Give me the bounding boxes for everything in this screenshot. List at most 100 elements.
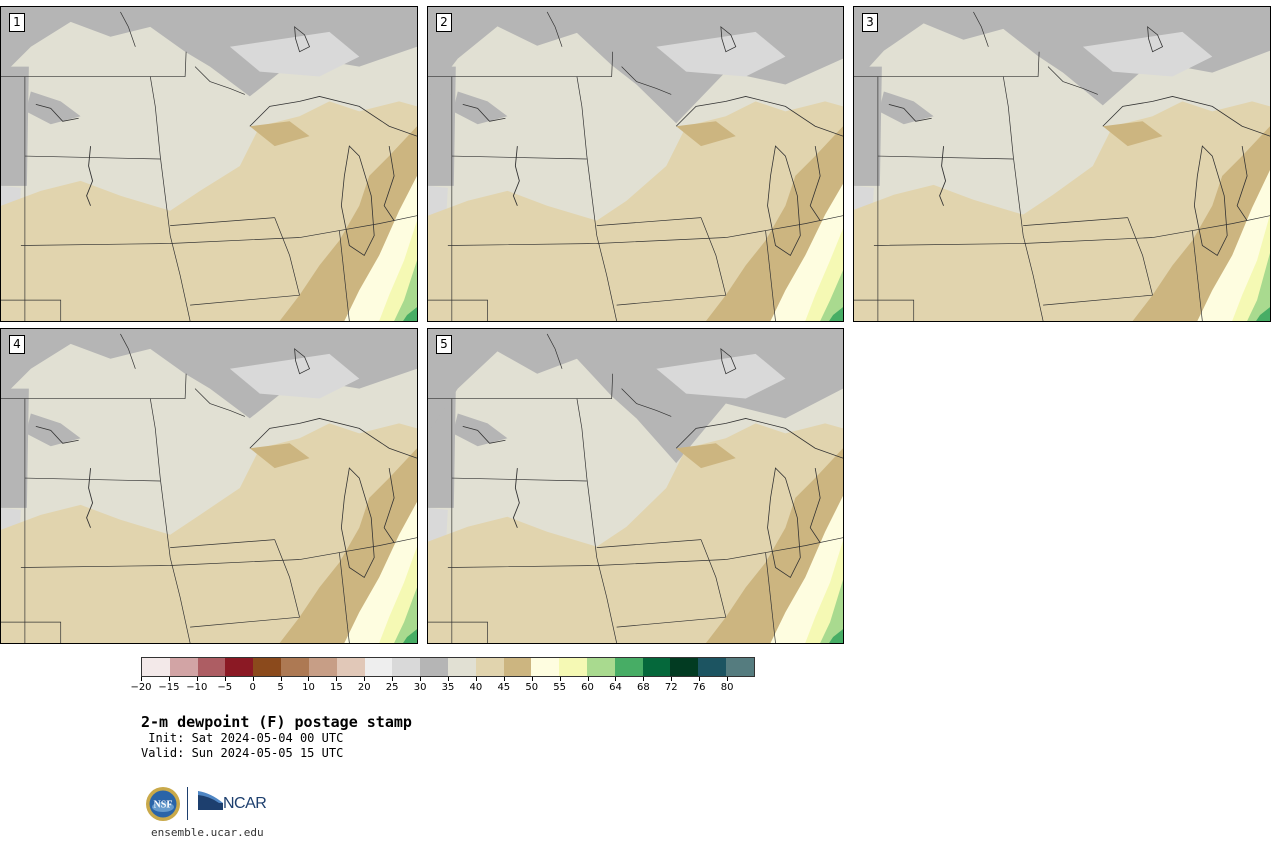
state-boundary: [616, 616, 726, 628]
dry-area: [1, 329, 417, 419]
colorbar-swatch-20: [698, 658, 727, 676]
state-boundary: [447, 237, 726, 246]
state-boundary: [339, 552, 350, 643]
state-boundary: [190, 616, 300, 628]
colorbar-tick-label: 0: [249, 682, 256, 693]
colorbar-tick-label: 40: [469, 682, 483, 693]
colorbar-tick: [671, 677, 673, 681]
colorbar-tick-label: −5: [217, 682, 233, 693]
lake-shore: [973, 11, 989, 47]
michigan-shore: [383, 468, 395, 543]
lake-michigan-shore: [767, 145, 801, 256]
dry-area: [1, 7, 417, 97]
colorbar-tick-label: −15: [158, 682, 180, 693]
humid-area: [403, 307, 417, 321]
lake-shore: [1147, 25, 1164, 53]
colorbar-ticks: −20 −15 −10 −5 0 5 10 15 20 25 30 35 40 45 50 55 60 64 68 7…: [130, 677, 755, 697]
colorbar-tick: [420, 677, 422, 681]
state-boundary: [169, 557, 191, 643]
michigan-shore: [383, 146, 395, 221]
colorbar-tick-label: 55: [553, 682, 566, 693]
colorbar-swatch-18: [642, 658, 671, 676]
lake-shore: [621, 66, 672, 95]
state-boundary: [596, 557, 617, 643]
valid-time: Valid: Sun 2024-05-05 15 UTC: [141, 746, 344, 760]
state-boundary: [1192, 230, 1203, 321]
river: [512, 468, 520, 528]
colorbar-swatch-13: [503, 658, 532, 676]
lake-shore: [621, 388, 672, 417]
map-panel-3: 3: [853, 6, 1271, 322]
humid-area: [394, 260, 417, 321]
state-boundary: [1, 373, 187, 399]
state-boundary: [1127, 217, 1153, 296]
colorbar-tick: [643, 677, 645, 681]
moist-area: [854, 101, 1270, 321]
river: [86, 146, 94, 206]
colorbar-tick-label: −10: [186, 682, 208, 693]
michigan-shore: [809, 146, 821, 221]
state-boundary: [339, 230, 350, 321]
lake-superior-shore: [1102, 96, 1270, 137]
colorbar-tick: [252, 677, 254, 681]
colorbar-tick: [615, 677, 617, 681]
map-panel-5: 5: [427, 328, 844, 644]
state-boundary: [428, 299, 488, 321]
logo-divider: [187, 787, 188, 820]
michigan-shore: [1236, 146, 1248, 221]
state-boundary: [765, 230, 776, 321]
state-boundary: [20, 237, 300, 246]
lake-shore: [462, 425, 506, 444]
state-boundary: [1, 299, 62, 321]
dry-area: [25, 91, 81, 125]
lake-shore: [888, 103, 932, 122]
state-boundary: [24, 155, 161, 160]
colorbar-swatch-15: [559, 658, 587, 676]
colorbar-tick: [196, 677, 198, 681]
colorbar-tick: [475, 677, 477, 681]
colorbar-tick: [587, 677, 589, 681]
state-boundary: [299, 537, 417, 560]
colorbar-tick: [336, 677, 338, 681]
ncar-logo-text: NCAR: [223, 795, 267, 812]
state-boundary: [725, 215, 843, 238]
map-panel-2: 2: [427, 6, 844, 322]
colorbar-swatch-17: [614, 658, 643, 676]
colorbar-tick-label: 60: [581, 682, 594, 693]
colorbar-swatch-19: [670, 658, 699, 676]
state-boundary: [596, 235, 617, 321]
colorbar-tick-label: 80: [720, 682, 734, 693]
colorbar-swatch-6: [308, 658, 337, 676]
colorbar-tick-label: 30: [413, 682, 427, 693]
state-boundary: [1043, 294, 1153, 306]
lake-superior-shore: [675, 418, 843, 459]
river: [512, 146, 520, 206]
colorbar-tick: [392, 677, 394, 681]
colorbar-tick-label: 68: [636, 682, 650, 693]
dewpoint-map: [1, 329, 417, 643]
lake-shore: [120, 11, 136, 47]
moist-area: [428, 101, 843, 321]
state-boundary: [1, 621, 62, 643]
colorbar-tick: [224, 677, 226, 681]
lake-shore: [1047, 66, 1098, 95]
lake-superior-shore: [249, 96, 417, 137]
state-boundary: [596, 539, 702, 548]
humid-area: [820, 579, 843, 643]
lake-shore: [120, 333, 136, 369]
state-boundary: [274, 539, 300, 618]
lake-shore: [294, 347, 311, 375]
humid-area: [1256, 307, 1270, 321]
colorbar-swatch-3: [225, 658, 254, 676]
colorbar-swatch-21: [726, 658, 754, 676]
nsf-logo: NSF: [146, 787, 180, 821]
panel-label-2: 2: [436, 13, 452, 32]
colorbar-swatch-5: [281, 658, 309, 676]
dry-area: [854, 7, 1270, 106]
colorbar-tick-label: 5: [277, 682, 284, 693]
state-boundary: [1002, 76, 1024, 236]
state-boundary: [700, 217, 727, 296]
dry-area: [854, 66, 882, 186]
lake-superior-shore: [249, 418, 417, 459]
state-boundary: [149, 398, 171, 558]
